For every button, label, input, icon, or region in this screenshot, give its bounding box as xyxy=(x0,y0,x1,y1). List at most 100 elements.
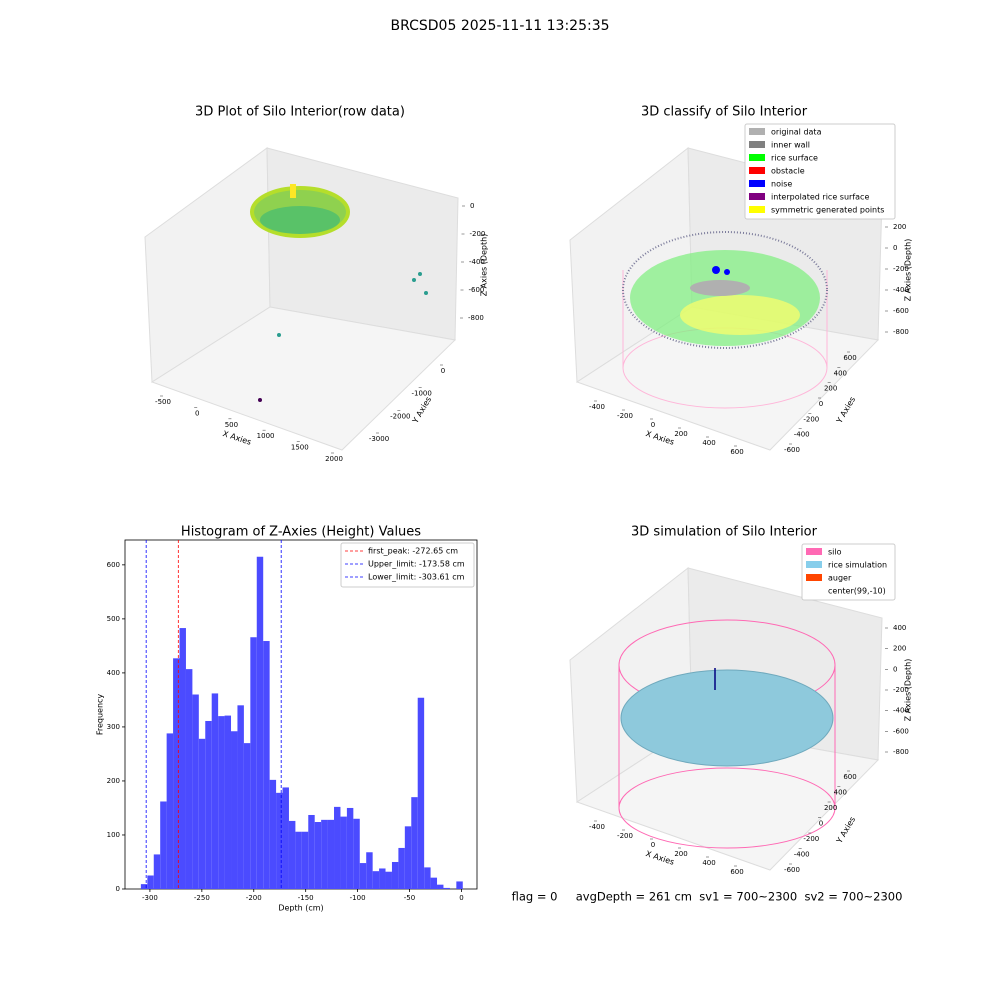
z-tick-label: -600 xyxy=(893,727,909,735)
x-tick-label: 200 xyxy=(674,430,687,438)
bar xyxy=(424,867,431,889)
x-axis-label: Depth (cm) xyxy=(278,904,323,913)
x-tick-label: 1000 xyxy=(257,432,275,440)
y-axis-label: Y Axies xyxy=(410,395,433,425)
legend-swatch xyxy=(806,587,822,594)
x-tick-label: 0 xyxy=(195,409,199,417)
y-tick-label: 100 xyxy=(107,831,120,839)
y-axis-label: Y Axies xyxy=(834,815,857,845)
y-tick-label: 0 xyxy=(116,885,120,893)
bar xyxy=(166,733,174,889)
bar xyxy=(353,818,360,889)
x-tick-label: -500 xyxy=(155,398,171,406)
bar xyxy=(359,863,367,889)
y-tick-label: 0 xyxy=(819,400,823,408)
y-tick-label: -600 xyxy=(784,866,800,874)
figure-title: BRCSD05 2025-11-11 13:25:35 xyxy=(390,18,609,34)
z-tick-label: -600 xyxy=(893,307,909,315)
bar xyxy=(160,801,167,889)
legend-swatch xyxy=(749,141,765,148)
point xyxy=(418,272,422,276)
bar xyxy=(437,884,444,889)
point xyxy=(277,333,281,337)
z-tick-label: -600 xyxy=(469,286,485,294)
z-axis-label: Z Axies (Depth) xyxy=(904,239,913,302)
bar xyxy=(192,694,199,889)
legend-label: noise xyxy=(771,180,792,189)
bar xyxy=(211,693,219,889)
noise xyxy=(724,269,730,275)
z-tick-label: 200 xyxy=(893,645,906,653)
bar xyxy=(243,743,251,889)
bar xyxy=(372,871,380,889)
legend: first_peak: -272.65 cm Upper_limit: -173.… xyxy=(340,542,475,588)
bar xyxy=(379,868,386,889)
y-tick-label: 600 xyxy=(843,773,856,781)
bar xyxy=(391,861,399,889)
legend-swatch xyxy=(749,167,765,174)
symmetric-points xyxy=(680,295,800,335)
x-tick-label: 200 xyxy=(674,850,687,858)
x-tick-label: 1500 xyxy=(291,444,309,452)
x-tick-label: 0 xyxy=(459,894,463,902)
x-tick-label: 2000 xyxy=(325,455,343,463)
x-tick-label: 600 xyxy=(730,868,743,876)
bar xyxy=(404,826,412,889)
legend-label: silo xyxy=(828,548,842,557)
legend-label: inner wall xyxy=(771,141,810,150)
legend-swatch xyxy=(806,574,822,581)
z-tick-label: 0 xyxy=(470,202,474,210)
x-tick-label: -50 xyxy=(404,894,415,902)
bar xyxy=(179,628,186,889)
subplot-title: 3D Plot of Silo Interior(row data) xyxy=(195,105,405,120)
bar xyxy=(288,820,296,889)
bar xyxy=(147,875,154,889)
bar xyxy=(282,787,289,889)
subplot-title: Histogram of Z-Axies (Height) Values xyxy=(181,525,421,540)
panel-3d-2 xyxy=(569,146,883,451)
legend-box xyxy=(744,123,896,220)
legend-swatch xyxy=(749,193,765,200)
bar xyxy=(237,705,244,889)
legend-swatch xyxy=(749,154,765,161)
bar xyxy=(224,715,232,889)
bar xyxy=(140,884,148,889)
z-axis-label: Z Axies (Depth) xyxy=(904,659,913,722)
z-tick-label: 0 xyxy=(893,665,897,673)
x-tick-label: 400 xyxy=(702,859,715,867)
legend-label: first_peak: -272.65 cm xyxy=(368,547,458,556)
subplot-title: 3D classify of Silo Interior xyxy=(641,105,808,120)
y-tick-label: 200 xyxy=(824,804,837,812)
bar xyxy=(263,641,270,889)
bar xyxy=(205,720,212,889)
x-axis-label: X Axies xyxy=(222,429,253,447)
bar xyxy=(231,731,238,889)
y-tick-label: 200 xyxy=(107,777,120,785)
x-tick-label: -200 xyxy=(246,894,262,902)
y-tick-label: -200 xyxy=(803,415,819,423)
z-tick-label: -200 xyxy=(893,265,909,273)
original-data xyxy=(690,280,750,296)
bar xyxy=(295,831,302,889)
z-tick-label: -200 xyxy=(470,230,486,238)
legend-box xyxy=(340,542,475,588)
bar xyxy=(314,822,322,889)
x-tick-label: 500 xyxy=(225,421,238,429)
x-tick-label: -200 xyxy=(617,412,633,420)
bar xyxy=(276,792,283,889)
bar xyxy=(327,819,335,889)
legend-swatch xyxy=(806,561,822,568)
y-tick-label: 400 xyxy=(834,789,847,797)
point xyxy=(424,291,428,295)
y-tick-label: 200 xyxy=(824,385,837,393)
z-tick-label: -800 xyxy=(893,328,909,336)
y-tick-label: 600 xyxy=(107,561,120,569)
bar xyxy=(385,871,392,889)
y-tick-label: -3000 xyxy=(369,435,389,443)
legend-label: auger xyxy=(828,574,852,583)
legend-label: Lower_limit: -303.61 cm xyxy=(368,573,465,582)
legend-swatch xyxy=(749,180,765,187)
pane xyxy=(150,306,457,451)
legend-label: rice surface xyxy=(771,154,818,163)
